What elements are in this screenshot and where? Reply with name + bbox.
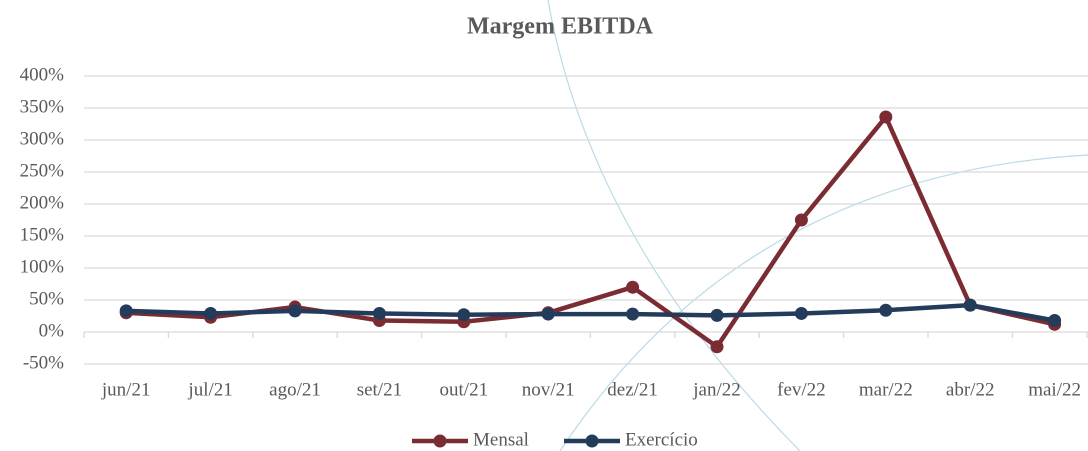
data-point	[457, 308, 471, 322]
y-tick-label: -50%	[23, 352, 64, 373]
x-tick-label: jun/21	[101, 379, 151, 400]
x-tick-label: nov/21	[522, 379, 575, 400]
x-tick-label: ago/21	[269, 379, 321, 400]
series-line	[126, 302, 1056, 323]
y-tick-label: 250%	[20, 160, 65, 181]
x-tick-label: dez/21	[607, 379, 658, 400]
y-tick-label: 150%	[20, 224, 65, 245]
data-point	[1048, 313, 1062, 327]
series-line	[126, 114, 1056, 349]
legend-label: Exercício	[625, 429, 698, 450]
y-tick-label: 50%	[29, 288, 64, 309]
y-tick-label: 350%	[20, 96, 65, 117]
x-tick-label: fev/22	[777, 379, 826, 400]
x-tick-label: mai/22	[1028, 379, 1081, 400]
data-point	[204, 306, 218, 320]
y-tick-label: 300%	[20, 128, 65, 149]
data-point	[626, 307, 640, 321]
data-point	[794, 213, 808, 227]
y-tick-label: 0%	[39, 320, 65, 341]
x-tick-label: jul/21	[187, 379, 232, 400]
data-point	[626, 280, 640, 294]
data-point	[963, 298, 977, 312]
data-point	[288, 304, 302, 318]
data-point	[119, 304, 133, 318]
x-tick-label: mar/22	[859, 379, 913, 400]
legend-marker	[433, 434, 447, 448]
chart-title: Margem EBITDA	[467, 14, 654, 40]
y-tick-label: 200%	[20, 192, 65, 213]
legend-marker	[585, 434, 599, 448]
data-point	[541, 307, 555, 321]
y-tick-label: 100%	[20, 256, 65, 277]
data-point	[794, 306, 808, 320]
x-tick-label: abr/22	[946, 379, 995, 400]
data-point	[879, 303, 893, 317]
x-tick-label: jan/22	[692, 379, 741, 400]
data-point	[372, 306, 386, 320]
decoration	[559, 154, 1088, 451]
x-tick-label: out/21	[440, 379, 489, 400]
x-tick-label: set/21	[357, 379, 402, 400]
legend-label: Mensal	[473, 429, 529, 450]
decoration	[547, 0, 801, 451]
y-tick-label: 400%	[20, 64, 65, 85]
data-point	[710, 340, 724, 354]
data-point	[879, 110, 893, 124]
data-point	[710, 308, 724, 322]
